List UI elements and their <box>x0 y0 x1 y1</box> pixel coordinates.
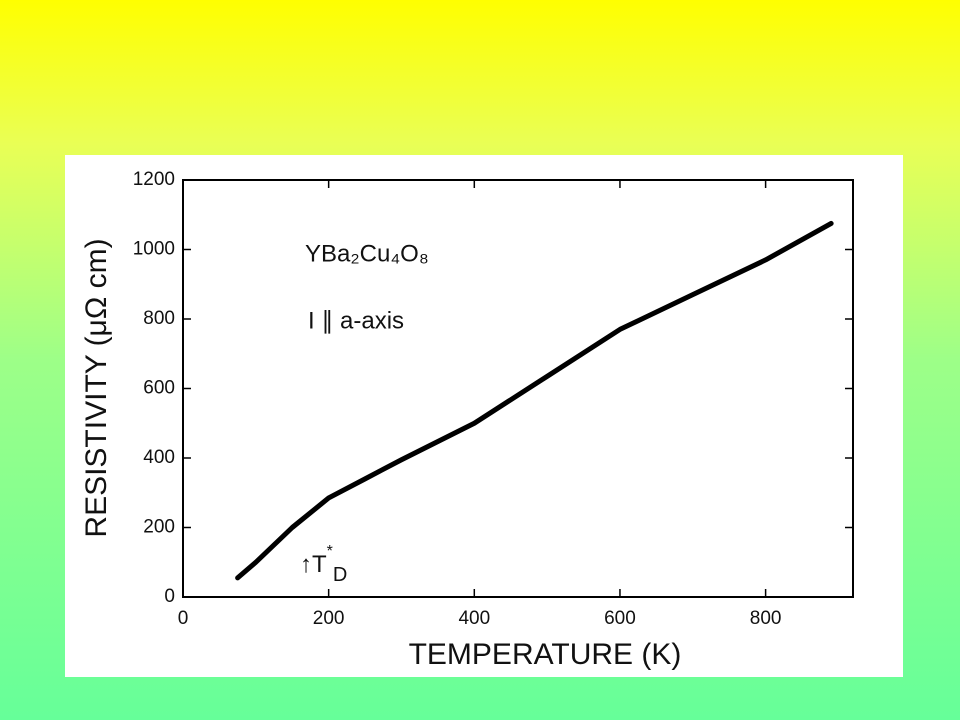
x-tick-label: 400 <box>458 608 490 629</box>
y-tick-label: 600 <box>143 378 175 399</box>
y-axis-title: RESISTIVITY (μΩ cm) <box>80 238 113 537</box>
y-tick-label: 800 <box>143 308 175 329</box>
annotation: YBa₂Cu₄O₈ <box>305 240 429 267</box>
y-tick-label: 400 <box>143 447 175 468</box>
x-tick-label: 800 <box>750 608 782 629</box>
y-tick-label: 200 <box>143 517 175 538</box>
marker-sup: * <box>327 543 333 560</box>
marker-symbol: T <box>312 551 327 578</box>
y-tick-label: 1200 <box>133 169 175 190</box>
marker-label: ↑T*D <box>300 543 347 586</box>
x-tick-label: 0 <box>178 608 189 629</box>
annotation: I ∥ a-axis <box>308 307 404 334</box>
marker-sub: D <box>333 564 347 586</box>
y-tick-label: 1000 <box>133 239 175 260</box>
x-tick-label: 200 <box>313 608 345 629</box>
marker-arrow: ↑ <box>300 551 312 578</box>
x-tick-label: 600 <box>604 608 636 629</box>
y-tick-label: 0 <box>164 586 175 607</box>
x-axis-title: TEMPERATURE (K) <box>409 638 682 671</box>
data-line <box>235 220 834 581</box>
